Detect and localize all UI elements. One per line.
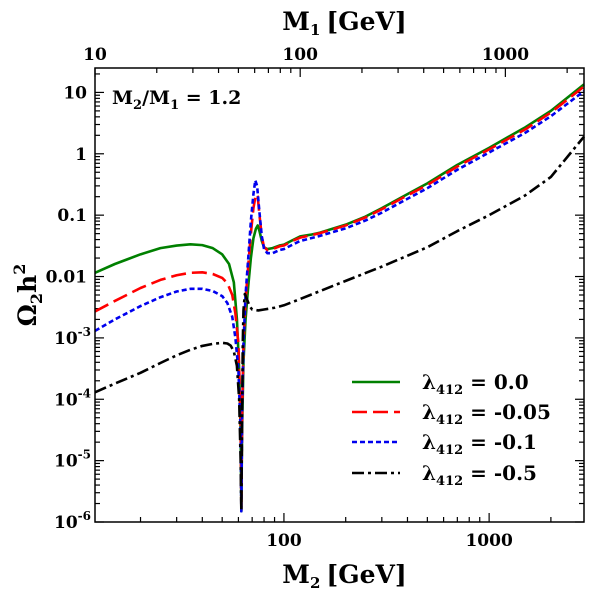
legend-label-1: λ412 = -0.05: [422, 400, 551, 428]
plot-frame: [94, 67, 585, 523]
legend-label-3: λ412 = -0.5: [422, 461, 537, 489]
x2-axis-title: M1 [GeV]: [282, 7, 406, 39]
x2-tick-label: 100: [282, 45, 318, 65]
x-axis-title: M2 [GeV]: [282, 560, 406, 590]
y-tick-label: 10-5: [54, 448, 91, 472]
y-tick-label: 1: [75, 145, 87, 165]
x2-tick-label: 10: [83, 45, 107, 65]
axis-ticks: [94, 68, 584, 523]
y-tick-label: 10-4: [54, 386, 91, 410]
y-tick-label: 10: [63, 83, 87, 103]
series-layer: [94, 83, 586, 513]
y-tick-label: 10-3: [54, 325, 91, 349]
legend-label-2: λ412 = -0.1: [422, 430, 537, 458]
legend-label-0: λ412 = 0.0: [422, 370, 529, 398]
y-tick-label: 0.01: [46, 268, 87, 288]
x-tick-label: 100: [266, 531, 302, 551]
x2-tick-label: 1000: [482, 45, 529, 65]
y-tick-label: 10-6: [54, 509, 91, 533]
ratio-annotation: M2/M1 = 1.2: [112, 87, 241, 113]
series-line-3: [94, 135, 586, 513]
series-line-1: [94, 85, 585, 513]
y-axis-title: Ω2h2: [10, 264, 46, 327]
tick-labels: 100 1000 10 100 1000 10 1 0.1 0.01 10-3 10-4 10-5 10…: [46, 45, 530, 551]
y-tick-label: 0.1: [57, 206, 87, 226]
series-line-2: [94, 90, 585, 513]
x-tick-label: 1000: [465, 531, 512, 551]
